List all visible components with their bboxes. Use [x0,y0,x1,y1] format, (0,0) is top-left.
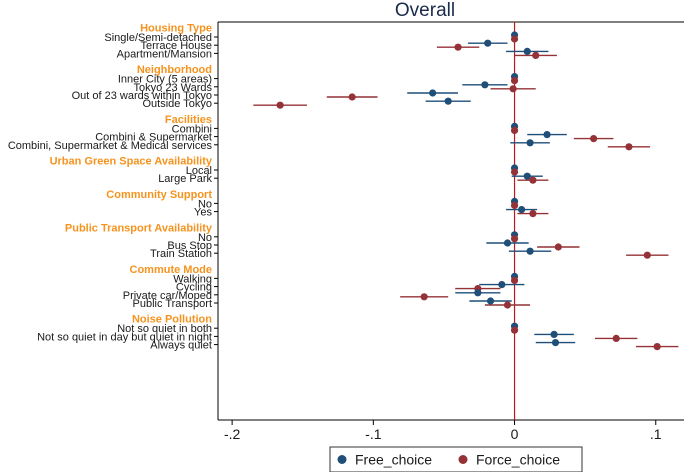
free-choice-point [518,206,526,214]
force-choice-point [554,243,562,251]
chart-title: Overall [395,0,455,21]
group-title: Neighborhood [137,64,212,76]
legend: Free_choice Force_choice [329,446,583,472]
free-choice-point [486,297,495,305]
legend-free-choice-label: Free_choice [355,452,432,468]
force-choice-point [612,334,620,342]
y-tick-label: No [198,232,212,244]
force-choice-point [532,51,540,60]
y-tick-label: Cycling [176,282,212,294]
y-tick-label: No [198,198,212,210]
y-tick-label: Private car/Moped [123,290,212,302]
x-tick-label: -.1 [365,426,382,442]
force-choice-point [510,77,519,85]
force-choice-point [509,85,517,93]
group-title: Urban Green Space Availability [50,156,213,168]
free-choice-point [523,172,531,180]
free-choice-point [474,289,482,297]
force-choice-point [348,93,356,101]
free-choice-point [484,39,492,47]
free-choice-point [526,247,534,255]
force-choice-point [643,251,651,259]
force-choice-point [510,326,519,334]
free-choice-point [523,47,531,56]
force-choice-point [276,101,284,109]
group-title: Commute Mode [130,264,213,276]
free-choice-point [543,131,551,139]
legend-free-choice-marker [337,455,347,464]
free-choice-point [551,339,560,347]
force-choice-point [510,235,519,243]
force-choice-point [510,126,519,134]
force-choice-point [625,143,633,151]
y-tick-label: Train Station [150,248,212,260]
y-tick-label: Outside Tokyo [142,98,212,110]
free-choice-point [503,239,512,247]
y-tick-label: Always quiet [150,340,212,352]
y-tick-label: Yes [194,207,212,219]
y-tick-label: Apartment/Mansion [117,48,212,60]
y-tick-label: Tokyo 23 Wards [134,82,213,94]
legend-force-choice-marker [458,455,468,464]
y-tick-label: Not so quiet in both [117,323,212,335]
force-choice-point [653,343,661,351]
y-tick-label: Single/Semi-detached [104,32,212,44]
y-tick-label: Combini [172,123,212,135]
y-tick-label: Out of 23 wards within Tokyo [72,90,212,102]
force-choice-point [510,35,519,43]
group-title: Community Support [106,189,212,201]
force-choice-point [503,301,512,309]
x-tick-label: 0 [511,426,519,442]
y-tick-label: Walking [173,273,212,285]
legend-force-choice-label: Force_choice [476,452,560,468]
y-tick-label: Inner City (5 areas) [118,74,212,86]
y-tick-label: Combini, Supermarket & Medical services [8,140,213,152]
x-tick-label: .1 [650,426,662,442]
force-choice-point [510,201,519,209]
force-choice-point [510,168,519,176]
y-tick-label: Large Park [158,173,212,185]
y-tick-label: Bus Stop [167,240,212,252]
y-tick-label: Public Transport [133,298,212,310]
group-title: Noise Pollution [132,314,212,326]
group-title: Housing Type [140,23,212,35]
free-choice-point [429,89,437,97]
y-tick-label: Terrace House [140,40,212,52]
force-choice-point [529,176,537,184]
free-choice-point [550,330,558,338]
group-title: Facilities [165,114,212,126]
y-tick-label: Combini & Supermarket [95,132,212,144]
force-choice-point [454,43,462,51]
free-choice-point [481,81,489,89]
force-choice-point [510,276,519,284]
force-choice-point [420,293,428,301]
legend-box [329,446,583,472]
x-tick-label: -.2 [224,426,241,442]
force-choice-point [590,135,598,143]
group-title: Public Transport Availability [65,222,213,234]
y-tick-label: Local [186,165,212,177]
force-choice-point [529,210,537,218]
free-choice-point [444,97,452,105]
free-choice-point [526,139,534,147]
y-tick-label: Not so quiet in day but quiet in night [37,331,212,343]
free-choice-point [498,281,506,289]
